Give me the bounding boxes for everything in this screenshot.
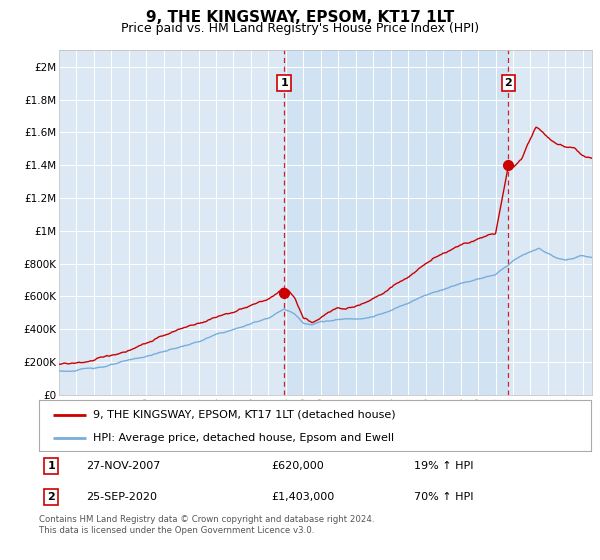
Text: Price paid vs. HM Land Registry's House Price Index (HPI): Price paid vs. HM Land Registry's House … xyxy=(121,22,479,35)
Bar xyxy=(284,50,508,395)
Text: 1: 1 xyxy=(280,78,288,88)
Text: 1: 1 xyxy=(47,461,55,471)
Text: 2: 2 xyxy=(505,78,512,88)
Text: 70% ↑ HPI: 70% ↑ HPI xyxy=(415,492,474,502)
Text: HPI: Average price, detached house, Epsom and Ewell: HPI: Average price, detached house, Epso… xyxy=(93,433,394,443)
Text: Contains HM Land Registry data © Crown copyright and database right 2024.
This d: Contains HM Land Registry data © Crown c… xyxy=(39,515,374,535)
Text: £1,403,000: £1,403,000 xyxy=(271,492,334,502)
Text: 9, THE KINGSWAY, EPSOM, KT17 1LT (detached house): 9, THE KINGSWAY, EPSOM, KT17 1LT (detach… xyxy=(93,409,396,419)
Text: 25-SEP-2020: 25-SEP-2020 xyxy=(86,492,157,502)
Text: 9, THE KINGSWAY, EPSOM, KT17 1LT: 9, THE KINGSWAY, EPSOM, KT17 1LT xyxy=(146,10,454,25)
Text: 19% ↑ HPI: 19% ↑ HPI xyxy=(415,461,474,471)
Text: 2: 2 xyxy=(47,492,55,502)
Text: 27-NOV-2007: 27-NOV-2007 xyxy=(86,461,160,471)
Text: £620,000: £620,000 xyxy=(271,461,323,471)
